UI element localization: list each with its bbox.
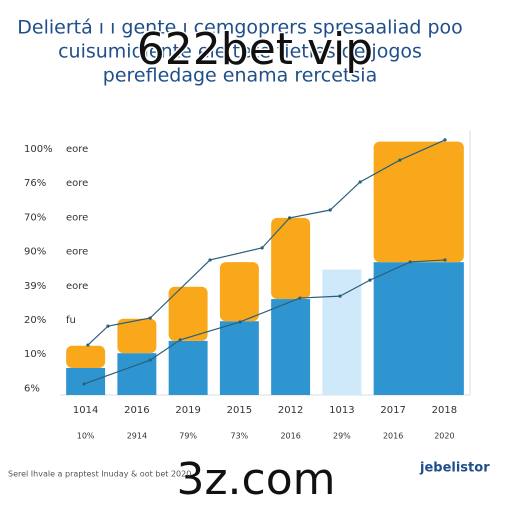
y-sublabel: eore <box>66 247 88 258</box>
x-sublabel: 29% <box>333 432 351 441</box>
line-point <box>86 343 90 347</box>
x-tick-label: 2017 <box>380 405 405 416</box>
line-point <box>338 294 342 298</box>
bar-segment <box>66 367 106 395</box>
y-label: 70% <box>24 212 46 223</box>
line-point <box>148 358 152 362</box>
line-point <box>82 382 86 386</box>
trend-line <box>87 139 446 346</box>
y-sublabel: eore <box>66 212 88 223</box>
y-label: 100% <box>24 144 53 155</box>
line-point <box>238 320 242 324</box>
y-label: 20% <box>24 315 46 326</box>
watermark: 3z.com <box>176 454 335 505</box>
x-sublabel: 73% <box>230 432 248 441</box>
line-point <box>148 316 152 320</box>
line-point <box>298 296 302 300</box>
footer: Serel Ihvale a praptest Inuday & oot bet… <box>8 470 191 479</box>
x-tick-label: 1014 <box>73 405 98 416</box>
x-sublabel: 10% <box>77 432 95 441</box>
x-tick-label: 2012 <box>278 405 303 416</box>
line-point <box>408 260 412 264</box>
y-sublabel: eore <box>66 178 88 189</box>
x-sublabel: 79% <box>179 432 197 441</box>
line-point <box>328 208 332 212</box>
bar-segment <box>219 262 259 322</box>
y-sublabel: eore <box>66 281 88 292</box>
watermark: 622bet vip <box>137 24 373 75</box>
line-point <box>208 258 212 262</box>
bar-segment <box>373 262 464 395</box>
x-tick-label: 2015 <box>227 405 252 416</box>
line-point <box>368 278 372 282</box>
line-point <box>398 158 402 162</box>
line-point <box>106 324 110 328</box>
bar-segment <box>322 269 362 395</box>
y-sublabel: eore <box>66 144 88 155</box>
line-point <box>358 180 362 184</box>
title-line: cuisumidlente ele tete tieties de jogos <box>58 41 422 63</box>
x-tick-label: 2018 <box>432 405 457 416</box>
line-point <box>288 216 292 220</box>
title-line: perefledage enama rercetsia <box>103 65 377 87</box>
bar-segment <box>219 321 259 395</box>
y-label: 90% <box>24 247 46 258</box>
x-tick-label: 2019 <box>175 405 200 416</box>
x-sublabel: 2016 <box>280 432 300 441</box>
x-tick-label: 1013 <box>329 405 354 416</box>
bar-segment <box>117 318 157 354</box>
line-point <box>178 338 182 342</box>
bar-segment <box>168 340 208 395</box>
x-sublabel: 2914 <box>127 432 147 441</box>
line-point <box>443 138 447 142</box>
footer-brand: jebelistor <box>419 461 490 476</box>
bar-segment <box>373 141 464 263</box>
line-point <box>260 246 264 250</box>
bar-segment <box>271 217 311 300</box>
y-sublabel: fu <box>66 315 76 326</box>
x-sublabel: 2016 <box>383 432 403 441</box>
y-label: 6% <box>24 383 40 394</box>
y-label: 39% <box>24 281 46 292</box>
bar-segment <box>168 286 208 341</box>
line-point <box>443 258 447 262</box>
y-label: 76% <box>24 178 46 189</box>
x-sublabel: 2020 <box>434 432 454 441</box>
bar-segment <box>271 299 311 395</box>
title-line: Deliertá ı ı gente ı cemgoprers spresaal… <box>17 17 463 39</box>
bar-segment <box>66 345 106 368</box>
x-tick-label: 2016 <box>124 405 149 416</box>
y-label: 10% <box>24 349 46 360</box>
